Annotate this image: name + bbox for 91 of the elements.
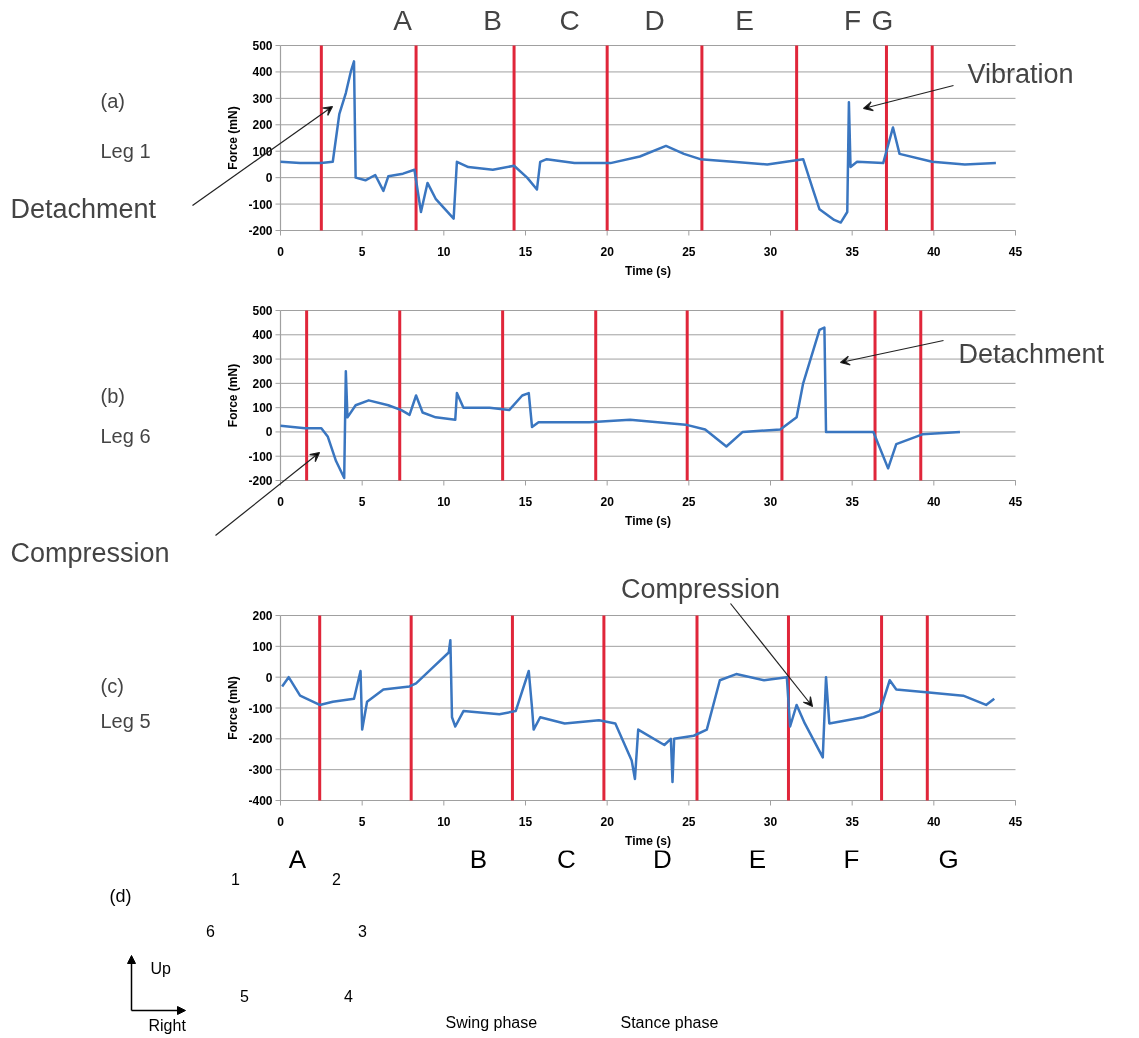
x-tick-label: 15 [518,244,533,259]
x-tick-label: 0 [277,494,285,509]
x-tick-label: 0 [277,814,285,829]
y-tick-label: 200 [252,609,273,623]
x-tick-label: 45 [1008,814,1023,829]
x-tick-label: 15 [518,494,533,509]
y-tick-label: -100 [248,197,273,212]
text: Leg 6 [100,424,151,447]
x-tick-label: 5 [358,814,366,829]
text: Compression [620,573,781,604]
y-tick-label: 400 [252,65,273,80]
x-tick-label: 35 [845,244,860,259]
y-tick-label: -200 [248,474,273,488]
text: Up [150,960,172,977]
y-axis-title: Force (mN) [225,106,240,170]
text: 2 [332,870,342,888]
x-tick-label: 35 [845,494,860,509]
y-tick-label: 0 [265,425,273,440]
category-label: F [843,843,860,874]
y-tick-label: 100 [252,639,273,654]
text: Compression [10,537,170,568]
x-tick-label: 25 [682,494,696,509]
category-label: E [748,843,767,874]
text: (d) [109,885,132,906]
x-tick-label: 10 [437,494,451,509]
y-tick-label: -200 [248,224,273,238]
x-axis-title: Time (s) [625,263,671,278]
text: 1 [231,870,241,888]
x-tick-label: 40 [927,814,941,829]
text: (a) [100,89,125,112]
y-tick-label: -100 [248,701,273,716]
text: Swing phase [445,1014,538,1031]
text: F [843,5,862,36]
y-tick-label: 200 [252,118,273,133]
y-axis-title: Force (mN) [225,676,240,740]
text: Leg 1 [100,139,151,162]
text: A [393,5,413,36]
x-tick-label: 25 [682,244,696,259]
text: Detachment [10,193,157,224]
x-tick-label: 20 [600,814,615,829]
line-series [280,638,996,784]
text: Right [148,1017,187,1034]
category-label: B [469,843,488,874]
annotation: Detachment [958,338,1105,369]
text: D [644,5,665,36]
x-tick-label: 25 [682,814,696,829]
text: G [871,5,894,36]
text: 5 [240,987,250,1005]
x-tick-label: 35 [845,814,860,829]
y-tick-label: 100 [252,401,273,416]
x-tick-label: 5 [358,244,366,259]
text: Leg 5 [100,709,151,732]
text: E [735,5,754,36]
y-tick-label: 500 [252,39,273,53]
text: (b) [100,384,125,407]
text: B [483,5,502,36]
x-tick-label: 20 [600,244,615,259]
y-tick-label: 200 [252,376,273,391]
y-tick-label: 0 [265,670,273,685]
x-tick-label: 5 [358,494,366,509]
x-tick-label: 30 [763,244,778,259]
y-tick-label: 0 [265,171,273,186]
y-axis-title: Force (mN) [225,363,240,428]
y-tick-label: -400 [248,794,273,808]
x-tick-label: 45 [1008,244,1023,259]
x-tick-label: 15 [518,814,533,829]
x-tick-label: 30 [763,494,778,509]
x-tick-label: 40 [927,244,941,259]
y-tick-label: 300 [252,91,273,106]
x-tick-label: 0 [277,244,285,259]
y-tick-label: -100 [248,449,273,464]
line-series [279,326,962,480]
text: 3 [358,922,368,940]
text: 6 [206,922,216,940]
text: 4 [344,987,354,1005]
text: C [559,5,580,36]
text: Stance phase [620,1014,719,1031]
y-tick-label: -200 [248,732,273,747]
x-tick-label: 30 [763,814,778,829]
x-axis-title: Time (s) [625,513,671,528]
y-tick-label: 400 [252,328,273,343]
y-tick-label: 300 [252,352,273,367]
x-tick-label: 45 [1008,494,1023,509]
x-tick-label: 20 [600,494,615,509]
text: (c) [100,674,124,697]
x-tick-label: 10 [437,814,451,829]
annotation: Vibration [967,58,1074,89]
y-tick-label: 500 [252,304,273,318]
y-tick-label: -300 [248,763,273,778]
x-tick-label: 40 [927,494,941,509]
x-tick-label: 10 [437,244,451,259]
